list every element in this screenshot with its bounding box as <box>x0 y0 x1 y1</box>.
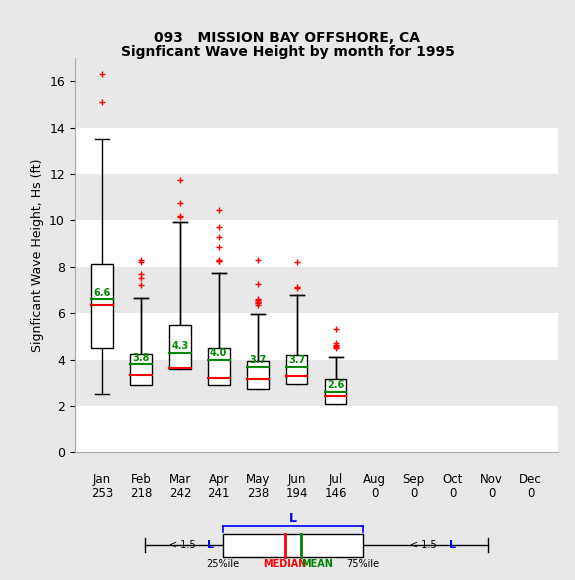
Bar <box>75 220 558 267</box>
Text: 6.6: 6.6 <box>93 288 110 298</box>
Y-axis label: Signficant Wave Height, Hs (ft): Signficant Wave Height, Hs (ft) <box>30 158 44 352</box>
Text: Dec: Dec <box>519 473 542 485</box>
Text: 218: 218 <box>130 487 152 500</box>
Text: Jul: Jul <box>328 473 343 485</box>
Text: Jan: Jan <box>93 473 111 485</box>
Text: 238: 238 <box>247 487 269 500</box>
Text: Apr: Apr <box>209 473 229 485</box>
Text: 0: 0 <box>371 487 378 500</box>
Text: 75%ile: 75%ile <box>346 559 380 569</box>
Text: 25%ile: 25%ile <box>206 559 239 569</box>
Text: 241: 241 <box>208 487 230 500</box>
Text: 253: 253 <box>91 487 113 500</box>
Bar <box>325 379 347 404</box>
Bar <box>169 325 191 369</box>
Text: 194: 194 <box>286 487 308 500</box>
Bar <box>208 348 229 385</box>
Text: 2.6: 2.6 <box>327 380 344 390</box>
Text: Oct: Oct <box>442 473 463 485</box>
Text: 3.7: 3.7 <box>288 355 305 365</box>
Text: 3.8: 3.8 <box>132 353 150 362</box>
Text: Sep: Sep <box>402 473 425 485</box>
Bar <box>223 534 363 557</box>
Bar <box>247 361 269 389</box>
Text: Nov: Nov <box>480 473 503 485</box>
Text: 4.0: 4.0 <box>210 348 227 358</box>
Text: Feb: Feb <box>131 473 151 485</box>
Text: 0: 0 <box>527 487 534 500</box>
Text: Signficant Wave Height by month for 1995: Signficant Wave Height by month for 1995 <box>121 45 454 59</box>
Text: 146: 146 <box>324 487 347 500</box>
Text: MEAN: MEAN <box>301 559 332 569</box>
Bar <box>75 313 558 360</box>
Text: Mar: Mar <box>168 473 191 485</box>
Text: 3.7: 3.7 <box>249 355 266 365</box>
Text: L: L <box>207 540 214 550</box>
Bar <box>286 355 308 384</box>
Text: MEDIAN: MEDIAN <box>263 559 307 569</box>
Text: < 1.5: < 1.5 <box>411 540 440 550</box>
Text: 4.3: 4.3 <box>171 341 189 351</box>
Text: < 1.5: < 1.5 <box>169 540 199 550</box>
Bar <box>131 354 152 385</box>
Text: Jun: Jun <box>288 473 306 485</box>
Text: L: L <box>448 540 455 550</box>
Text: 242: 242 <box>168 487 191 500</box>
Bar <box>75 128 558 174</box>
Text: Aug: Aug <box>363 473 386 485</box>
Text: 093   MISSION BAY OFFSHORE, CA: 093 MISSION BAY OFFSHORE, CA <box>155 31 420 45</box>
Text: 0: 0 <box>449 487 457 500</box>
Text: 0: 0 <box>488 487 495 500</box>
Text: L: L <box>289 512 297 525</box>
Text: May: May <box>246 473 270 485</box>
Bar <box>91 264 113 348</box>
Text: 0: 0 <box>410 487 417 500</box>
Bar <box>75 406 558 452</box>
